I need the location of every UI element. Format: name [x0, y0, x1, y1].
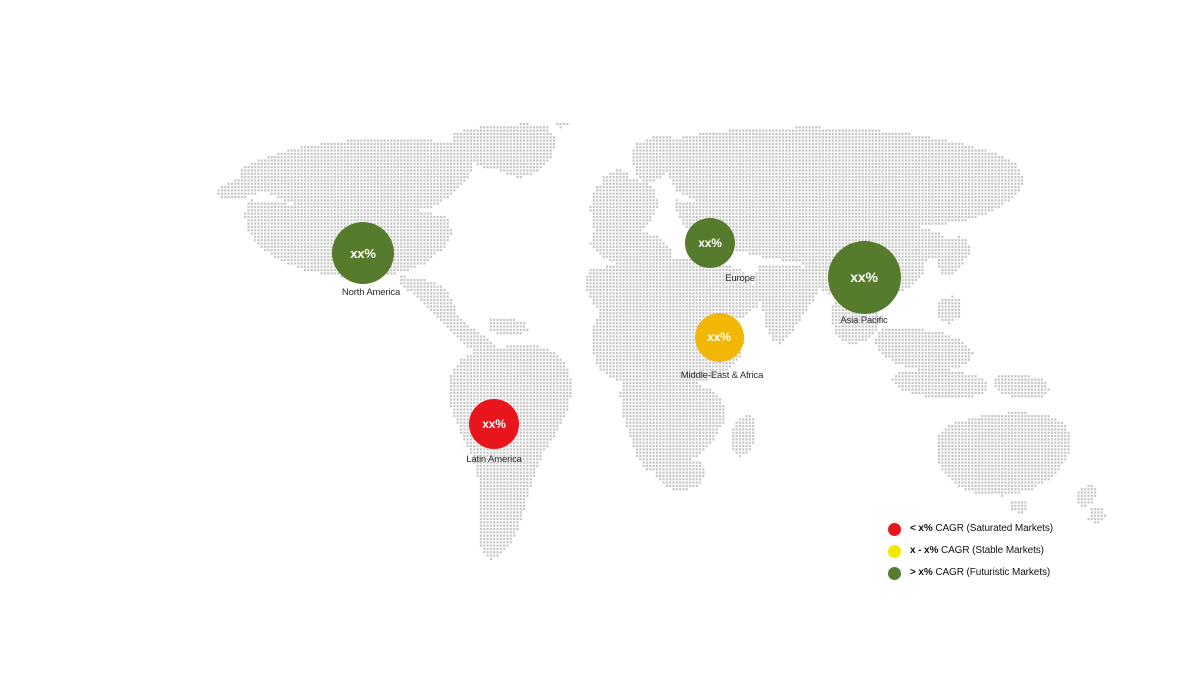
legend-dot-futuristic [888, 566, 901, 580]
legend-row-saturated[interactable]: < x% CAGR (Saturated Markets) [888, 518, 1098, 540]
region-label-latin-america: Latin America [466, 454, 522, 465]
bubble-europe[interactable]: xx% [685, 218, 735, 268]
bubble-middle-east-africa[interactable]: xx% [694, 312, 744, 362]
legend-prefix-saturated: < x% [910, 523, 933, 534]
legend-dot-saturated [888, 522, 901, 536]
region-label-asia-pacific: Asia Pacific [840, 315, 888, 326]
legend-dot-stable [888, 544, 901, 558]
legend-suffix-stable: CAGR (Stable Markets) [938, 545, 1044, 556]
bubble-value-asia-pacific: xx% [850, 269, 878, 285]
legend-label-saturated: < x% CAGR (Saturated Markets) [910, 524, 1053, 534]
bubble-value-latin-america: xx% [482, 417, 506, 431]
legend-suffix-futuristic: CAGR (Futuristic Markets) [932, 567, 1051, 578]
legend-label-stable: x - x% CAGR (Stable Markets) [910, 546, 1044, 556]
region-label-middle-east-africa: Middle-East & Africa [680, 370, 764, 381]
region-label-north-america: North America [341, 287, 401, 298]
bubble-latin-america[interactable]: xx% [469, 399, 519, 449]
legend-row-futuristic[interactable]: > x% CAGR (Futuristic Markets) [888, 562, 1098, 584]
region-label-europe: Europe [725, 273, 755, 284]
legend-suffix-saturated: CAGR (Saturated Markets) [932, 523, 1053, 534]
bubble-north-america[interactable]: xx% [332, 222, 394, 284]
bubble-value-north-america: xx% [350, 245, 376, 261]
legend-prefix-futuristic: > x% [910, 567, 933, 578]
legend: < x% CAGR (Saturated Markets) x - x% CAGR… [888, 518, 1098, 584]
legend-row-stable[interactable]: x - x% CAGR (Stable Markets) [888, 540, 1098, 562]
bubble-value-europe: xx% [698, 236, 722, 250]
bubble-asia-pacific[interactable]: xx% [827, 240, 901, 314]
legend-label-futuristic: > x% CAGR (Futuristic Markets) [910, 568, 1050, 578]
legend-prefix-stable: x - x% [910, 545, 939, 556]
bubble-value-middle-east-africa: xx% [707, 330, 731, 344]
